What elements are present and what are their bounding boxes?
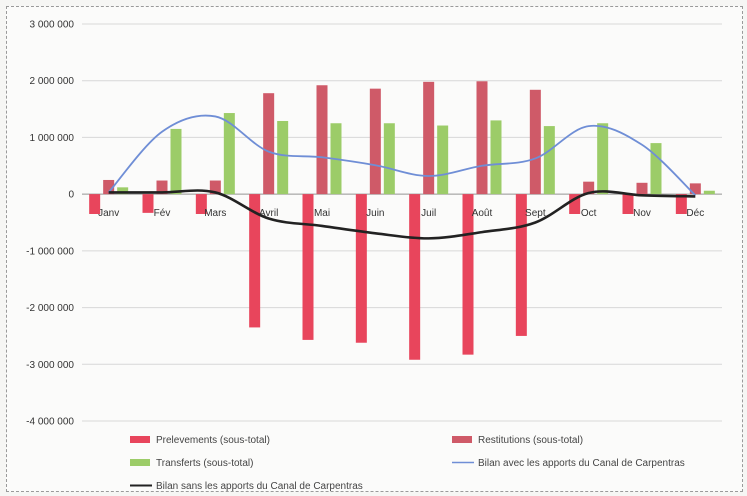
bar-restitutions xyxy=(156,180,168,195)
x-tick-label: Juil xyxy=(421,208,436,219)
bar-prelevements xyxy=(569,194,581,214)
bar-restitutions xyxy=(636,182,648,195)
x-tick-label: Déc xyxy=(686,208,704,219)
x-tick-label: Mars xyxy=(204,208,226,219)
y-tick-label: -2 000 000 xyxy=(26,303,74,314)
legend-label: Transferts (sous-total) xyxy=(156,458,253,469)
bar-restitutions xyxy=(209,180,221,195)
bar-transferts xyxy=(223,113,235,195)
bar-restitutions xyxy=(476,81,488,195)
bar-transferts xyxy=(703,190,715,195)
y-tick-label: -4 000 000 xyxy=(26,417,74,428)
bar-prelevements xyxy=(249,194,261,328)
bar-transferts xyxy=(277,120,289,195)
bar-prelevements xyxy=(195,194,207,214)
bar-restitutions xyxy=(583,181,595,195)
bar-transferts xyxy=(170,128,182,195)
bar-restitutions xyxy=(423,81,435,195)
x-tick-label: Mai xyxy=(314,208,330,219)
bar-prelevements xyxy=(89,194,101,214)
bar-prelevements xyxy=(675,194,687,214)
y-tick-label: 2 000 000 xyxy=(30,76,75,87)
bar-prelevements xyxy=(462,194,474,355)
y-tick-label: 3 000 000 xyxy=(30,20,75,31)
bar-prelevements xyxy=(409,194,421,360)
x-tick-label: Janv xyxy=(98,208,119,219)
bar-restitutions xyxy=(316,85,328,195)
y-tick-label: -3 000 000 xyxy=(26,360,74,371)
x-tick-label: Nov xyxy=(633,208,651,219)
bar-transferts xyxy=(437,125,449,195)
legend-swatch xyxy=(130,436,150,443)
bar-prelevements xyxy=(302,194,314,340)
bar-restitutions xyxy=(529,89,541,195)
bar-transferts xyxy=(383,123,395,195)
bar-transferts xyxy=(117,187,129,195)
x-tick-label: Sept xyxy=(525,208,546,219)
legend-swatch xyxy=(130,459,150,466)
bar-transferts xyxy=(543,126,555,195)
x-tick-label: Oct xyxy=(581,208,597,219)
bar-transferts xyxy=(490,120,502,195)
x-tick-label: Juin xyxy=(366,208,384,219)
bar-prelevements xyxy=(622,194,634,214)
bar-restitutions xyxy=(689,183,701,195)
line-bilan-sans xyxy=(108,189,696,240)
line-bilan-avec xyxy=(107,114,696,196)
y-tick-label: -1 000 000 xyxy=(26,246,74,257)
x-tick-label: Fév xyxy=(154,208,171,219)
bar-prelevements xyxy=(142,194,154,213)
legend-label: Bilan avec les apports du Canal de Carpe… xyxy=(478,458,685,469)
chart-frame xyxy=(6,6,743,492)
x-tick-label: Avril xyxy=(259,208,278,219)
bar-prelevements xyxy=(515,194,527,336)
legend-label: Prelevements (sous-total) xyxy=(156,435,270,446)
bar-transferts xyxy=(650,143,662,195)
legend-label: Bilan sans les apports du Canal de Carpe… xyxy=(156,481,363,492)
x-tick-label: Août xyxy=(472,208,493,219)
bar-restitutions xyxy=(103,179,115,195)
bar-transferts xyxy=(597,123,609,195)
bar-restitutions xyxy=(263,93,275,195)
legend-swatch xyxy=(452,436,472,443)
legend-label: Restitutions (sous-total) xyxy=(478,435,583,446)
y-tick-label: 1 000 000 xyxy=(30,133,75,144)
bar-restitutions xyxy=(369,88,381,195)
bar-prelevements xyxy=(355,194,367,343)
y-tick-label: 0 xyxy=(68,190,74,201)
